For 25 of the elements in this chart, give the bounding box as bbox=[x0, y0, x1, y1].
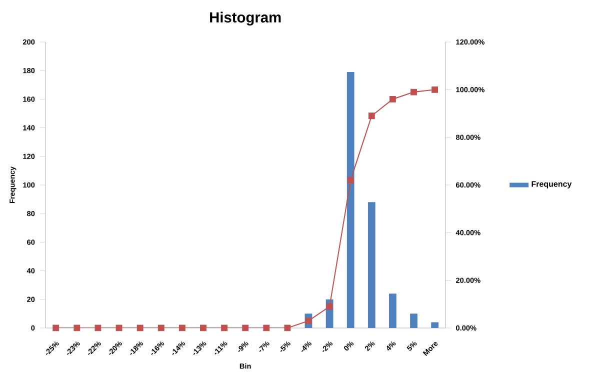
bar bbox=[368, 202, 376, 328]
point bbox=[94, 324, 102, 332]
chart-title: Histogram bbox=[210, 12, 281, 26]
point bbox=[221, 324, 228, 332]
point bbox=[347, 177, 354, 184]
bar bbox=[410, 314, 418, 328]
legend-label: Frequency bbox=[532, 181, 572, 188]
point bbox=[432, 86, 438, 93]
point bbox=[136, 324, 144, 332]
point bbox=[410, 88, 417, 96]
point bbox=[52, 324, 60, 332]
point bbox=[263, 324, 270, 332]
point bbox=[178, 324, 186, 332]
point bbox=[116, 324, 122, 332]
point bbox=[389, 96, 396, 102]
point bbox=[242, 324, 249, 332]
point bbox=[368, 112, 375, 120]
bar bbox=[346, 72, 354, 328]
point bbox=[200, 324, 206, 332]
point bbox=[74, 324, 80, 332]
point bbox=[326, 303, 333, 310]
bar bbox=[389, 294, 396, 328]
point bbox=[284, 324, 291, 332]
bar bbox=[431, 322, 438, 328]
point bbox=[158, 324, 164, 332]
